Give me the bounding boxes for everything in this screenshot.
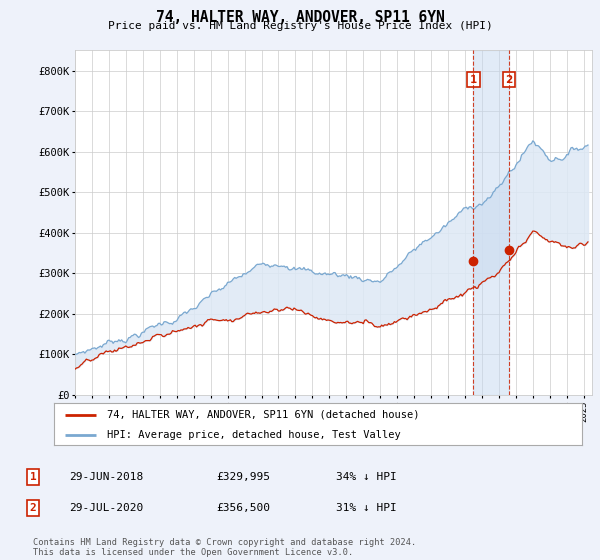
Text: 2: 2 bbox=[29, 503, 37, 513]
Text: £329,995: £329,995 bbox=[216, 472, 270, 482]
Text: HPI: Average price, detached house, Test Valley: HPI: Average price, detached house, Test… bbox=[107, 430, 401, 440]
Text: 74, HALTER WAY, ANDOVER, SP11 6YN: 74, HALTER WAY, ANDOVER, SP11 6YN bbox=[155, 10, 445, 25]
Text: 1: 1 bbox=[29, 472, 37, 482]
Bar bbox=[473, 50, 509, 395]
Text: 29-JUN-2018: 29-JUN-2018 bbox=[69, 472, 143, 482]
Text: 31% ↓ HPI: 31% ↓ HPI bbox=[336, 503, 397, 513]
Text: 34% ↓ HPI: 34% ↓ HPI bbox=[336, 472, 397, 482]
Text: 29-JUL-2020: 29-JUL-2020 bbox=[69, 503, 143, 513]
Text: £356,500: £356,500 bbox=[216, 503, 270, 513]
Text: 1: 1 bbox=[470, 74, 477, 85]
Text: Contains HM Land Registry data © Crown copyright and database right 2024.
This d: Contains HM Land Registry data © Crown c… bbox=[33, 538, 416, 557]
Text: 74, HALTER WAY, ANDOVER, SP11 6YN (detached house): 74, HALTER WAY, ANDOVER, SP11 6YN (detac… bbox=[107, 409, 419, 419]
Text: 2: 2 bbox=[505, 74, 512, 85]
Text: Price paid vs. HM Land Registry's House Price Index (HPI): Price paid vs. HM Land Registry's House … bbox=[107, 21, 493, 31]
